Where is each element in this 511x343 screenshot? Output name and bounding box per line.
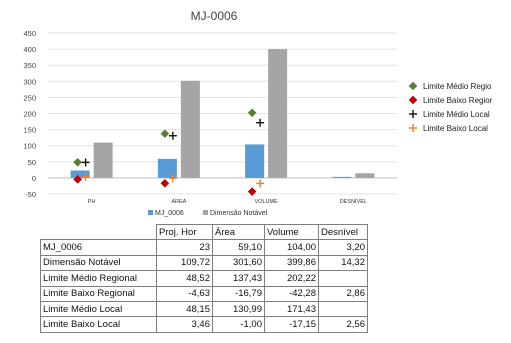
- legend-swatch: [203, 210, 208, 215]
- value-cell: 104,00: [264, 239, 319, 256]
- y-tick-label: -50: [25, 190, 36, 199]
- y-axis: -50 0 50 100 150 200 250 300 350 400 450: [23, 29, 36, 199]
- marker-limite-baixo-local: [168, 174, 177, 183]
- markers: [73, 108, 265, 196]
- value-cell: 202,22: [264, 270, 319, 287]
- bar-dimensao-notavel: [268, 49, 288, 178]
- value-cell: -4,63: [156, 285, 213, 302]
- value-cell: 399,86: [264, 254, 319, 272]
- y-tick-label: 100: [23, 142, 36, 151]
- value-cell: 130,99: [212, 300, 265, 318]
- legend-swatch: [409, 124, 417, 132]
- row-label-cell: Dimensão Notável: [40, 254, 157, 272]
- value-cell: 171,43: [264, 300, 319, 318]
- table-header-cell: Volume: [264, 223, 319, 241]
- chart-title: MJ-0006: [191, 9, 238, 23]
- marker-limite-medio-local: [168, 131, 177, 140]
- marker-limite-medio-regional: [247, 108, 257, 118]
- bar-mj-0006: [70, 170, 90, 178]
- y-tick-label: 150: [23, 126, 36, 135]
- y-tick-label: 450: [23, 29, 36, 38]
- legend-label: MJ_0006: [155, 210, 184, 217]
- value-cell: [318, 300, 368, 318]
- bar-dimensao-notavel: [93, 142, 113, 178]
- value-cell: 301,60: [212, 254, 265, 272]
- row-label-cell: Limite Médio Local: [40, 300, 157, 318]
- table-header-cell: Área: [212, 223, 265, 241]
- chart: MJ-0006 -50 0 50 100 150 200 250 300 350 400 450 P…: [23, 9, 493, 217]
- bar-mj-0006: [332, 176, 352, 178]
- row-label-cell: MJ_0006: [40, 239, 157, 256]
- bars: [70, 49, 375, 178]
- table-row: Limite Baixo Local 3,46 -1,00 -17,15 2,56: [40, 316, 368, 333]
- value-cell: 59,10: [212, 239, 265, 256]
- table-header-row: Proj. Hor Área Volume Desnível: [40, 223, 368, 241]
- legend-label: Limite Médio Local: [423, 110, 490, 119]
- bar-mj-0006: [245, 144, 265, 178]
- table-row: Limite Médio Local 48,15 130,99 171,43: [40, 300, 368, 318]
- value-cell: 109,72: [156, 254, 213, 272]
- bar-dimensao-notavel: [355, 173, 375, 178]
- bar-mj-0006: [157, 158, 177, 178]
- marker-limite-baixo-local: [81, 172, 90, 181]
- value-cell: 23: [156, 239, 213, 256]
- value-cell: -1,00: [212, 316, 265, 333]
- value-cell: 48,15: [156, 300, 213, 318]
- marker-limite-baixo-regional: [247, 187, 257, 196]
- marker-limite-baixo-regional: [160, 178, 170, 188]
- table-row: MJ_0006 23 59,10 104,00 3,20: [40, 239, 368, 256]
- x-tick-label: DESNÍVEL: [340, 198, 367, 205]
- legend-swatch: [148, 210, 153, 215]
- marker-limite-medio-regional: [160, 129, 170, 138]
- y-tick-label: 350: [23, 61, 36, 70]
- data-table: Proj. Hor Área Volume Desnível MJ_0006 23 59,1…: [40, 223, 368, 333]
- x-tick-label: VOLUME: [255, 199, 279, 205]
- legend-label: Limite Baixo Regior: [423, 96, 493, 105]
- y-tick-label: 200: [23, 110, 36, 119]
- table-header-cell: Desnível: [318, 223, 368, 241]
- x-axis: PH ÁREA VOLUME DESNÍVEL: [88, 198, 367, 205]
- legend-swatch: [408, 81, 418, 91]
- marker-limite-baixo-local: [256, 179, 265, 188]
- value-cell: 137,43: [212, 270, 265, 287]
- row-label-cell: Limite Baixo Local: [40, 316, 157, 333]
- legend-swatch: [409, 110, 417, 118]
- value-cell: -16,79: [212, 285, 265, 302]
- value-cell: 14,32: [318, 254, 368, 272]
- table-row: Dimensão Notável 109,72 301,60 399,86 14,32: [40, 254, 368, 272]
- y-tick-label: 0: [32, 174, 36, 183]
- y-tick-label: 50: [28, 158, 36, 167]
- legend-swatch: [408, 95, 418, 105]
- value-cell: 2,56: [318, 316, 368, 333]
- legend-label: Dimensão Notável: [210, 210, 268, 217]
- table-corner-cell: [40, 224, 157, 241]
- legend-right: Limite Médio Regio Limite Baixo Regior Lim…: [408, 81, 493, 133]
- marker-limite-baixo-regional: [73, 175, 82, 184]
- table-row: Limite Médio Regional 48,52 137,43 202,22: [40, 270, 368, 287]
- y-tick-label: 250: [23, 93, 36, 102]
- legend-label: Limite Baixo Local: [423, 124, 488, 133]
- bar-dimensao-notavel: [180, 80, 200, 178]
- marker-limite-medio-regional: [73, 157, 82, 167]
- value-cell: 3,20: [318, 239, 368, 256]
- value-cell: 3,46: [156, 316, 213, 333]
- table-row: Limite Baixo Regional -4,63 -16,79 -42,28 2,…: [40, 285, 368, 302]
- value-cell: 48,52: [156, 270, 213, 287]
- row-label-cell: Limite Baixo Regional: [40, 285, 157, 302]
- row-label-cell: Limite Médio Regional: [40, 270, 157, 287]
- x-tick-label: PH: [88, 199, 96, 205]
- y-tick-label: 400: [23, 45, 36, 54]
- value-cell: -17,15: [264, 316, 319, 333]
- marker-limite-medio-local: [256, 118, 265, 127]
- legend-bottom: MJ_0006 Dimensão Notável: [148, 210, 268, 217]
- table-header-cell: Proj. Hor: [156, 223, 213, 241]
- legend-label: Limite Médio Regio: [423, 82, 492, 91]
- x-tick-label: ÁREA: [171, 198, 186, 205]
- value-cell: -42,28: [264, 285, 319, 302]
- value-cell: 2,86: [318, 285, 368, 302]
- y-tick-label: 300: [23, 77, 36, 86]
- value-cell: [318, 270, 368, 287]
- marker-limite-medio-local: [81, 158, 90, 167]
